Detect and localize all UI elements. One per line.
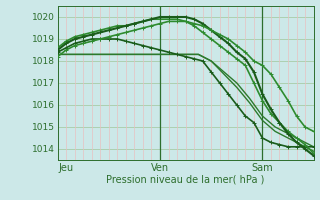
- X-axis label: Pression niveau de la mer( hPa ): Pression niveau de la mer( hPa ): [107, 174, 265, 184]
